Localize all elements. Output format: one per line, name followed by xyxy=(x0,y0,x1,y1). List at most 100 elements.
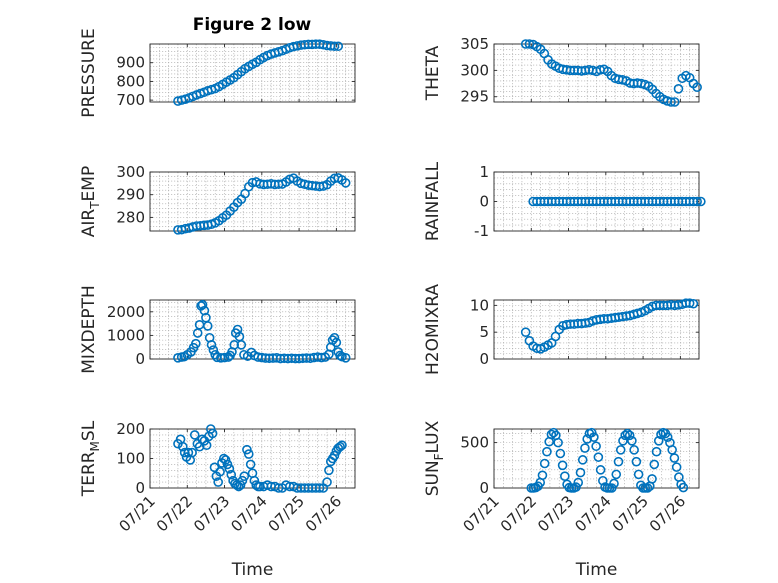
y-tick-label: 700 xyxy=(116,91,145,109)
data-point xyxy=(688,298,699,309)
data-point xyxy=(667,445,677,455)
y-tick-label: 300 xyxy=(460,61,489,79)
data-point xyxy=(191,338,201,349)
y-tick-label: 295 xyxy=(460,88,489,106)
data-point xyxy=(329,332,340,343)
x-tick-label: 07/21 xyxy=(460,492,503,535)
data-point xyxy=(631,456,642,467)
data-point xyxy=(678,482,689,493)
y-tick-label: 5 xyxy=(479,323,489,341)
subplot-mixdepth: 0 1000 2000 MIXDEPTH xyxy=(79,285,356,374)
data-point xyxy=(197,299,208,310)
data-point xyxy=(671,462,682,472)
y-tick-label: 500 xyxy=(460,434,489,452)
data-point xyxy=(609,478,619,489)
data-point xyxy=(591,441,601,452)
x-tick-label: 07/22 xyxy=(497,492,540,535)
data-point xyxy=(340,353,351,363)
data-point xyxy=(548,427,559,438)
y-tick-label: 10 xyxy=(470,296,489,314)
data-point xyxy=(573,477,584,488)
x-axis-label: Time xyxy=(575,560,618,580)
data-point xyxy=(245,459,256,470)
data-point xyxy=(207,428,218,439)
series-sun_flux xyxy=(526,427,689,493)
data-point xyxy=(633,469,644,480)
data-point xyxy=(560,471,570,482)
x-tick-label: 07/26 xyxy=(646,492,689,535)
data-point xyxy=(236,340,247,350)
data-point xyxy=(555,448,566,459)
subplot-rainfall: -1 0 1 RAINFALL xyxy=(423,161,706,241)
y-tick-label: 200 xyxy=(116,420,145,438)
y-axis-label: MIXDEPTH xyxy=(79,285,99,374)
x-axis-label: Time xyxy=(231,560,274,580)
data-point xyxy=(673,84,684,94)
data-point xyxy=(226,469,237,480)
axes-frame xyxy=(493,299,700,360)
data-point xyxy=(620,430,631,441)
y-tick-label: 1000 xyxy=(107,326,145,344)
data-point xyxy=(629,445,639,455)
data-point xyxy=(651,446,662,457)
data-point xyxy=(580,443,590,453)
series-terr_msl xyxy=(173,424,347,493)
data-point xyxy=(571,482,581,492)
data-point xyxy=(206,340,217,350)
axes-frame xyxy=(149,43,356,103)
subplot-h2omixra: 0 5 10 H2OMIXRA xyxy=(423,284,700,375)
data-point xyxy=(173,353,183,363)
x-tick-label: 07/25 xyxy=(609,492,652,535)
data-point xyxy=(666,97,676,107)
y-tick-label: 800 xyxy=(116,72,145,90)
y-axis-label: AIRTEMP xyxy=(79,166,102,237)
data-point xyxy=(337,440,347,451)
data-point xyxy=(662,432,673,442)
data-point xyxy=(537,470,548,481)
series-rainfall xyxy=(528,196,706,207)
y-tick-label: -1 xyxy=(474,222,489,240)
data-point xyxy=(575,467,586,478)
data-point xyxy=(606,483,617,493)
y-tick-label: 0 xyxy=(135,350,145,368)
y-tick-label: 1 xyxy=(479,163,489,181)
axes-frame xyxy=(149,171,356,232)
x-tick-label: 07/23 xyxy=(534,492,577,535)
x-tick-label: 07/21 xyxy=(116,492,159,535)
data-point xyxy=(237,475,248,486)
data-point xyxy=(222,459,233,470)
data-point xyxy=(229,340,240,350)
data-point xyxy=(324,465,334,476)
y-tick-label: 900 xyxy=(116,54,145,72)
data-point xyxy=(692,82,702,93)
data-point xyxy=(595,465,606,475)
data-point xyxy=(333,41,344,52)
axes-frame xyxy=(493,428,700,489)
y-axis-label: SUNFLUX xyxy=(423,420,446,496)
x-tick-label: 07/24 xyxy=(227,492,270,535)
data-point xyxy=(239,471,250,482)
data-point xyxy=(192,328,203,338)
data-point xyxy=(219,352,230,363)
data-point xyxy=(220,455,231,465)
data-point xyxy=(235,480,246,490)
x-tick-label: 07/22 xyxy=(153,492,196,535)
data-point xyxy=(692,196,702,207)
data-point xyxy=(577,455,588,465)
series-mixdepth xyxy=(173,299,351,364)
data-point xyxy=(647,474,657,484)
y-axis-label: TERRMSL xyxy=(79,420,102,497)
data-point xyxy=(611,469,622,480)
y-axis-label: RAINFALL xyxy=(423,161,443,241)
data-point xyxy=(201,440,212,451)
data-point xyxy=(331,337,342,348)
data-point xyxy=(642,483,653,493)
data-point xyxy=(669,453,680,463)
data-point xyxy=(322,477,332,487)
data-point xyxy=(178,441,188,452)
axes-frame xyxy=(493,43,700,103)
data-point xyxy=(205,424,216,434)
